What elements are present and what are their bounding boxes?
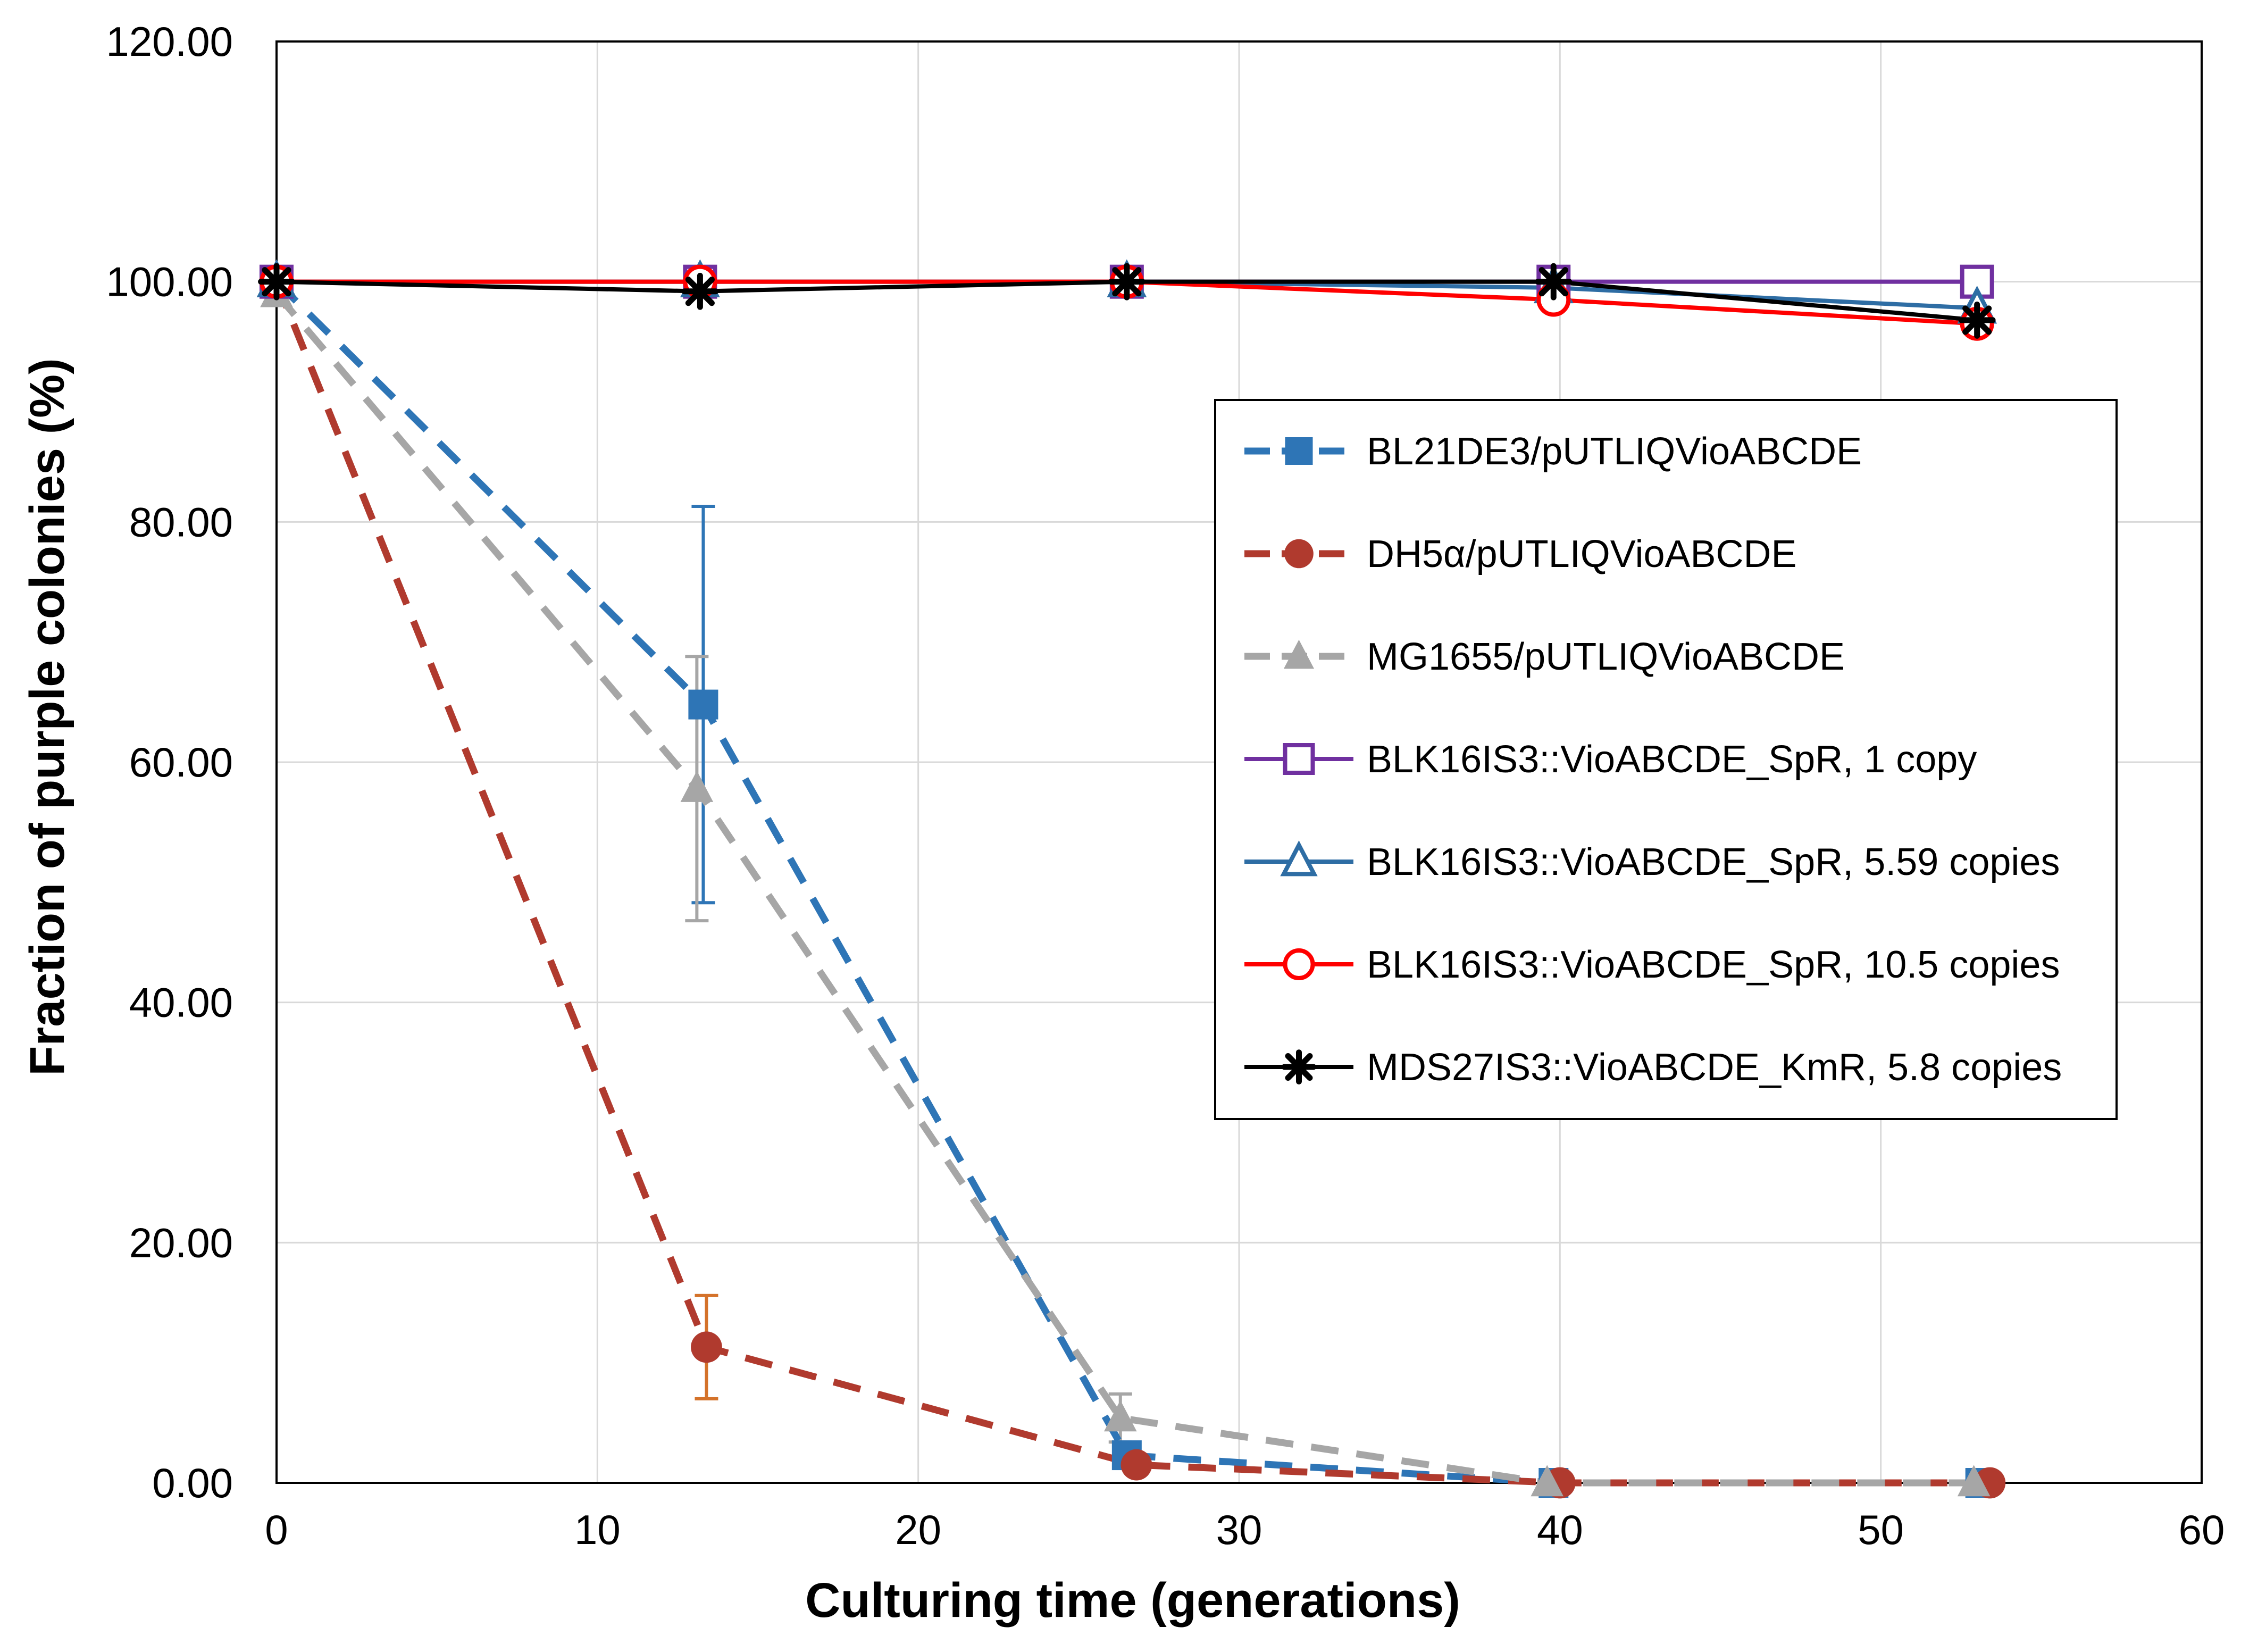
data-point-series-2 bbox=[691, 1331, 722, 1363]
x-axis-title: Culturing time (generations) bbox=[805, 1573, 1460, 1628]
y-tick-label: 60.00 bbox=[129, 739, 233, 786]
x-tick-label: 10 bbox=[574, 1506, 621, 1553]
series-markers bbox=[256, 259, 2006, 1499]
legend-label-1: BL21DE3/pUTLIQVioABCDE bbox=[1367, 430, 1862, 473]
x-tick-label: 50 bbox=[1858, 1506, 1904, 1553]
y-axis-tick-labels: 0.00 20.00 40.00 60.00 80.00 100.00 120.00 bbox=[106, 18, 233, 1506]
legend-marker-4 bbox=[1283, 743, 1315, 775]
legend-label-5: BLK16IS3::VioABCDE_SpR, 5.59 copies bbox=[1367, 841, 2060, 883]
legend-label-7: MDS27IS3::VioABCDE_KmR, 5.8 copies bbox=[1367, 1046, 2062, 1089]
data-point-series-7-stroke bbox=[262, 267, 291, 297]
legend-marker-1 bbox=[1285, 437, 1313, 465]
legend-label-6: BLK16IS3::VioABCDE_SpR, 10.5 copies bbox=[1367, 944, 2060, 986]
x-tick-label: 60 bbox=[2179, 1506, 2225, 1553]
legend-marker-3 bbox=[1283, 639, 1315, 669]
legend-label-2: DH5α/pUTLIQVioABCDE bbox=[1367, 533, 1797, 575]
y-tick-label: 40.00 bbox=[129, 979, 233, 1026]
data-point-series-7-stroke bbox=[1112, 267, 1142, 297]
data-point-series-7 bbox=[1958, 302, 1996, 339]
legend: BL21DE3/pUTLIQVioABCDE DH5α/pUTLIQVioABCD… bbox=[1214, 399, 2118, 1120]
x-tick-label: 30 bbox=[1216, 1506, 1262, 1553]
x-tick-label: 20 bbox=[895, 1506, 941, 1553]
y-tick-label: 80.00 bbox=[129, 498, 233, 545]
y-axis-title: Fraction of purple colonies (%) bbox=[20, 358, 74, 1075]
data-point-series-3 bbox=[1103, 1400, 1137, 1432]
data-point-series-3 bbox=[1531, 1465, 1563, 1497]
legend-marker-7-stroke bbox=[1285, 1053, 1313, 1081]
data-point-series-7-stroke bbox=[1962, 305, 1992, 335]
data-point-series-1 bbox=[688, 689, 718, 720]
series-line-3 bbox=[274, 291, 1974, 1487]
legend-box bbox=[1214, 399, 2118, 1120]
plot-area-border bbox=[275, 40, 2203, 1484]
data-point-series-7 bbox=[681, 272, 719, 310]
y-tick-label: 0.00 bbox=[152, 1459, 233, 1506]
legend-label-4: BLK16IS3::VioABCDE_SpR, 1 copy bbox=[1367, 738, 1977, 781]
series-line-2 bbox=[273, 280, 1990, 1487]
x-axis-tick-labels: 0 10 20 30 40 50 60 bbox=[265, 1506, 2225, 1553]
data-point-series-3 bbox=[680, 771, 714, 802]
data-point-series-7 bbox=[258, 263, 295, 301]
legend-marker-5 bbox=[1280, 840, 1318, 877]
y-tick-label: 100.00 bbox=[106, 258, 233, 305]
data-point-series-7-stroke bbox=[1538, 267, 1568, 297]
y-tick-label: 20.00 bbox=[129, 1219, 233, 1266]
data-point-series-2 bbox=[1120, 1449, 1152, 1481]
y-tick-label: 120.00 bbox=[106, 18, 233, 65]
legend-label-3: MG1655/pUTLIQVioABCDE bbox=[1367, 636, 1845, 678]
legend-marker-2 bbox=[1284, 539, 1314, 569]
x-tick-label: 0 bbox=[265, 1506, 288, 1553]
data-point-series-7 bbox=[1535, 263, 1573, 301]
data-point-series-7-stroke bbox=[685, 277, 715, 306]
legend-marker-6 bbox=[1283, 948, 1315, 980]
legend-marker-7 bbox=[1281, 1049, 1317, 1084]
x-tick-label: 40 bbox=[1537, 1506, 1583, 1553]
data-point-series-7 bbox=[1108, 263, 1145, 301]
data-point-series-3 bbox=[1957, 1465, 1991, 1497]
